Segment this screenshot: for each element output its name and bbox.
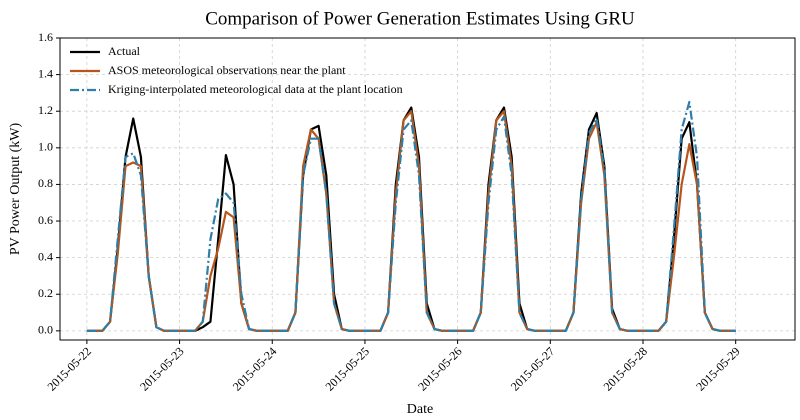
x-tick-label: 2015-05-27	[508, 344, 557, 393]
y-tick-label: 1.0	[38, 140, 53, 154]
x-tick-label: 2015-05-28	[601, 344, 650, 393]
y-tick-label: 1.2	[38, 103, 53, 117]
x-axis-label: Date	[407, 402, 433, 417]
x-tick-label: 2015-05-23	[137, 344, 186, 393]
legend-label: ASOS meteorological observations near th…	[108, 63, 346, 77]
x-tick-label: 2015-05-25	[323, 344, 372, 393]
y-tick-label: 0.4	[38, 249, 53, 263]
legend-label: Actual	[108, 44, 141, 58]
x-tick-label: 2015-05-22	[44, 344, 93, 393]
plot-frame	[59, 37, 796, 341]
y-tick-label: 1.6	[38, 30, 53, 44]
y-tick-label: 0.0	[38, 323, 53, 337]
chart-title: Comparison of Power Generation Estimates…	[205, 8, 635, 29]
y-tick-label: 0.6	[38, 213, 53, 227]
legend-label: Kriging-interpolated meteorological data…	[108, 82, 403, 96]
y-axis-label: PV Power Output (kW)	[8, 122, 23, 255]
series-line	[86, 100, 736, 332]
x-tick-label: 2015-05-29	[693, 344, 742, 393]
y-tick-label: 0.2	[38, 286, 53, 300]
y-tick-label: 0.8	[38, 176, 53, 190]
x-tick-label: 2015-05-26	[415, 344, 464, 393]
x-tick-label: 2015-05-24	[230, 344, 279, 393]
y-tick-label: 1.4	[38, 66, 53, 80]
series-line	[86, 106, 736, 332]
